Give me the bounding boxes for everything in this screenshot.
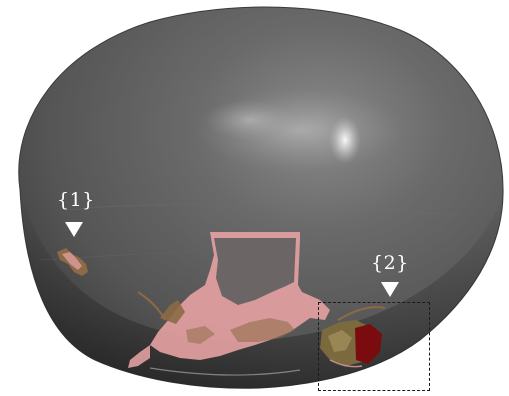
deposit-region-1 <box>57 248 88 276</box>
deposit-network <box>128 232 330 376</box>
triangle-down-icon <box>65 222 83 237</box>
annotation-label-1: {1} <box>57 189 95 211</box>
region-of-interest-box <box>318 302 430 391</box>
annotation-label-2: {2} <box>371 252 409 274</box>
triangle-down-icon <box>381 282 399 297</box>
specular-highlight <box>329 116 361 164</box>
deposit-region-2 <box>320 306 386 368</box>
